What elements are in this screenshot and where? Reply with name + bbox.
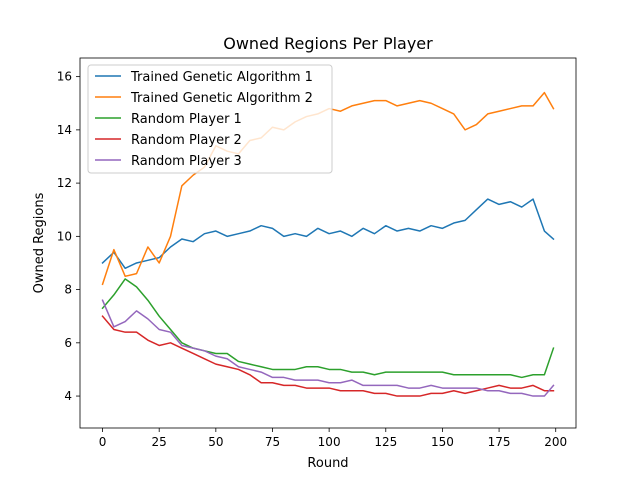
- x-tick-label: 25: [152, 435, 167, 449]
- x-tick-label: 0: [99, 435, 107, 449]
- legend-label-2: Trained Genetic Algorithm 2: [130, 91, 313, 106]
- series-line-1: [101, 198, 555, 270]
- y-tick-label: 4: [64, 389, 72, 403]
- series-line-3: [101, 278, 555, 379]
- x-tick-label: 75: [265, 435, 280, 449]
- x-tick-label: 50: [208, 435, 223, 449]
- y-tick-label: 10: [57, 229, 72, 243]
- legend: Trained Genetic Algorithm 1 Trained Genet…: [87, 64, 333, 174]
- y-tick-label: 12: [57, 176, 72, 190]
- y-axis: 4 6 8 10 12 14 16: [57, 70, 80, 403]
- y-tick-label: 14: [57, 123, 72, 137]
- x-tick-label: 125: [374, 435, 397, 449]
- y-tick-label: 16: [57, 70, 72, 84]
- x-tick-label: 150: [431, 435, 454, 449]
- y-axis-label: Owned Regions: [32, 192, 47, 293]
- legend-label-1: Trained Genetic Algorithm 1: [130, 70, 313, 85]
- x-tick-label: 100: [318, 435, 341, 449]
- legend-label-3: Random Player 1: [131, 112, 242, 127]
- x-tick-label: 200: [544, 435, 567, 449]
- x-axis-label: Round: [307, 456, 348, 471]
- y-tick-label: 8: [64, 283, 72, 297]
- legend-label-5: Random Player 3: [131, 154, 242, 169]
- x-axis: 0 25 50 75 100 125 150 175 200: [99, 428, 567, 449]
- legend-box: [87, 64, 333, 174]
- series-layer: [101, 91, 555, 397]
- plot-frame: [79, 57, 577, 429]
- series-line-4: [101, 315, 555, 397]
- x-tick-label: 175: [488, 435, 511, 449]
- chart-title: Owned Regions Per Player: [223, 34, 433, 53]
- y-tick-label: 6: [64, 336, 72, 350]
- series-line-5: [101, 299, 555, 397]
- legend-label-4: Random Player 2: [131, 133, 242, 148]
